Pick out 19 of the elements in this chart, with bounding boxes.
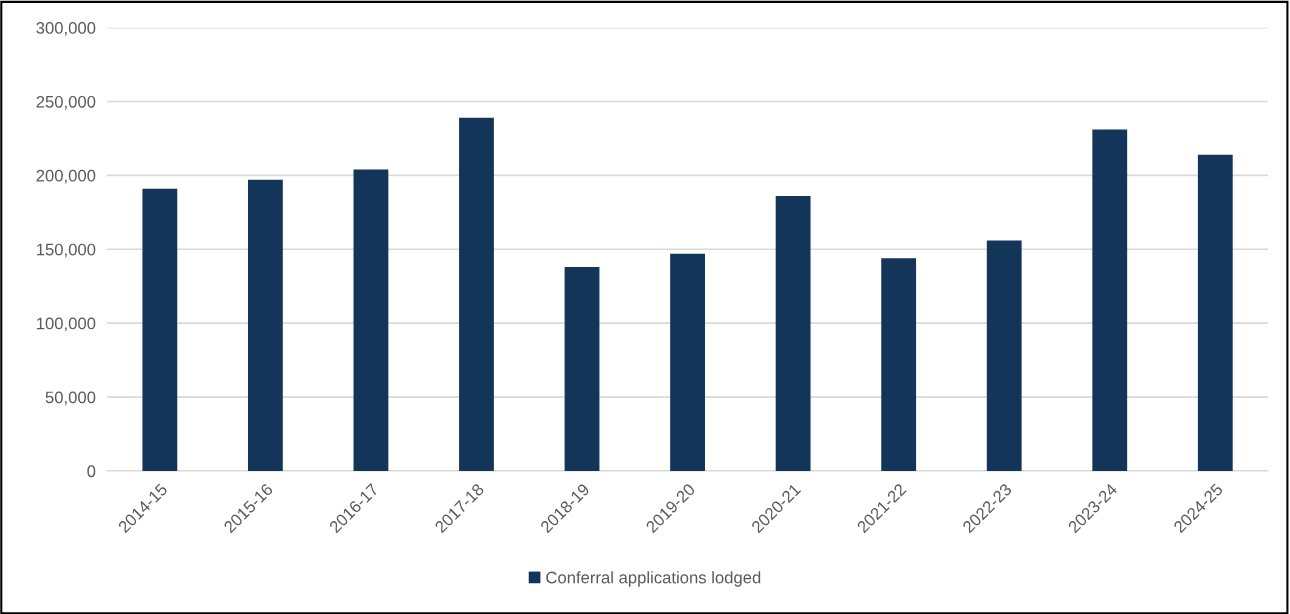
bar: [1092, 129, 1128, 471]
legend-label: Conferral applications lodged: [546, 571, 761, 587]
y-tick-label: 0: [87, 465, 96, 478]
bar: [775, 196, 811, 471]
bar: [459, 117, 494, 471]
bar: [564, 267, 600, 471]
bar: [881, 258, 917, 471]
bar: [986, 240, 1022, 471]
y-tick-label: 100,000: [36, 317, 96, 332]
y-tick-label: 50,000: [45, 391, 96, 406]
y-tick-label: 250,000: [36, 95, 96, 110]
y-tick-label: 300,000: [36, 22, 96, 36]
bar: [142, 188, 178, 471]
bar: [1197, 154, 1233, 471]
bar: [247, 179, 283, 471]
y-tick-label: 150,000: [36, 243, 96, 258]
bar: [353, 169, 389, 471]
y-tick-label: 200,000: [36, 169, 96, 184]
bar: [670, 253, 705, 471]
